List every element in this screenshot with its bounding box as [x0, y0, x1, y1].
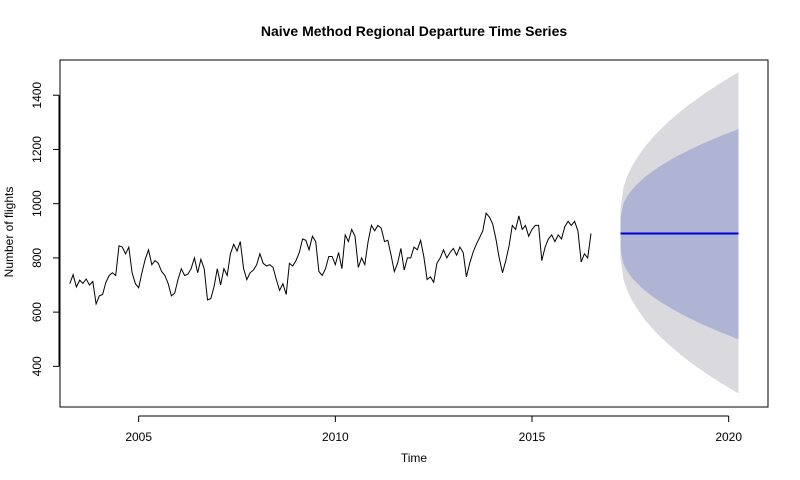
y-tick-label: 1400 — [30, 82, 44, 109]
x-tick-label: 2010 — [322, 430, 349, 444]
y-axis-label: Number of flights — [2, 187, 16, 278]
x-axis-label: Time — [401, 451, 428, 465]
plot-frame — [59, 59, 769, 408]
y-tick-label: 1200 — [30, 136, 44, 163]
series-lines — [69, 212, 739, 306]
chart-title: Naive Method Regional Departure Time Ser… — [261, 23, 567, 39]
x-tick-label: 2005 — [125, 430, 152, 444]
y-tick-label: 600 — [30, 302, 44, 322]
y-tick-label: 400 — [30, 356, 44, 376]
x-axis: 2005 2010 2015 2020 — [125, 415, 742, 444]
x-tick-label: 2015 — [519, 430, 546, 444]
y-tick-label: 800 — [30, 248, 44, 268]
x-tick-label: 2020 — [715, 430, 742, 444]
y-axis: 400 600 800 1000 1200 1400 — [30, 82, 60, 376]
observed-series-line — [69, 212, 592, 306]
y-tick-label: 1000 — [30, 190, 44, 217]
